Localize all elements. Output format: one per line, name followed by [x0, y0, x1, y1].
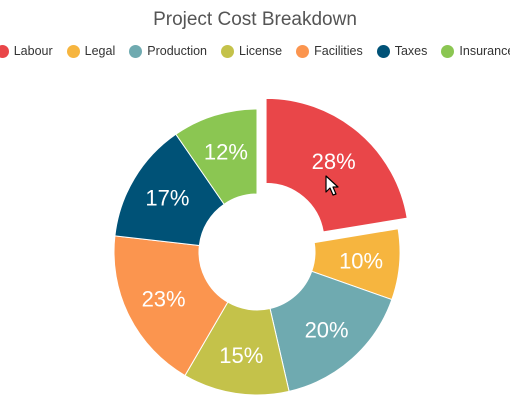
legend-marker-legal — [66, 44, 80, 58]
legend-item-license[interactable]: License — [221, 44, 282, 58]
mouse-cursor-icon — [325, 175, 339, 196]
legend-item-labour[interactable]: Labour — [0, 44, 53, 58]
legend-marker-taxes — [376, 44, 390, 58]
slice-taxes[interactable] — [114, 133, 225, 247]
data-label-production: 20% — [305, 317, 349, 342]
data-label-facilities: 23% — [142, 286, 186, 311]
legend-label-labour: Labour — [13, 44, 53, 58]
data-label-legal: 10% — [339, 249, 383, 274]
legend-label-taxes: Taxes — [394, 44, 428, 58]
data-label-insurance: 12% — [204, 140, 248, 165]
data-label-labour: 28% — [312, 149, 356, 174]
slice-insurance[interactable] — [175, 108, 258, 205]
legend-label-legal: Legal — [84, 44, 116, 58]
legend-item-insurance[interactable]: Insurance — [441, 44, 510, 58]
legend-marker-labour — [0, 44, 9, 58]
legend: Labour Legal Production License Facilities Ta… — [0, 44, 510, 58]
data-label-taxes: 17% — [145, 186, 189, 211]
legend-marker-insurance — [441, 44, 455, 58]
legend-item-legal[interactable]: Legal — [66, 44, 116, 58]
legend-marker-facilities — [296, 44, 310, 58]
legend-label-production: Production — [147, 44, 208, 58]
legend-label-insurance: Insurance — [459, 44, 510, 58]
legend-label-facilities: Facilities — [314, 44, 363, 58]
legend-marker-license — [221, 44, 235, 58]
legend-item-facilities[interactable]: Facilities — [296, 44, 363, 58]
chart-title: Project Cost Breakdown — [153, 9, 357, 30]
slice-labour[interactable] — [265, 97, 408, 233]
legend-item-production[interactable]: Production — [129, 44, 207, 58]
legend-marker-production — [129, 44, 143, 58]
data-label-license: 15% — [219, 343, 263, 368]
legend-label-license: License — [239, 44, 283, 58]
slice-production[interactable] — [269, 270, 393, 392]
slice-facilities[interactable] — [113, 235, 229, 377]
legend-item-taxes[interactable]: Taxes — [376, 44, 428, 58]
